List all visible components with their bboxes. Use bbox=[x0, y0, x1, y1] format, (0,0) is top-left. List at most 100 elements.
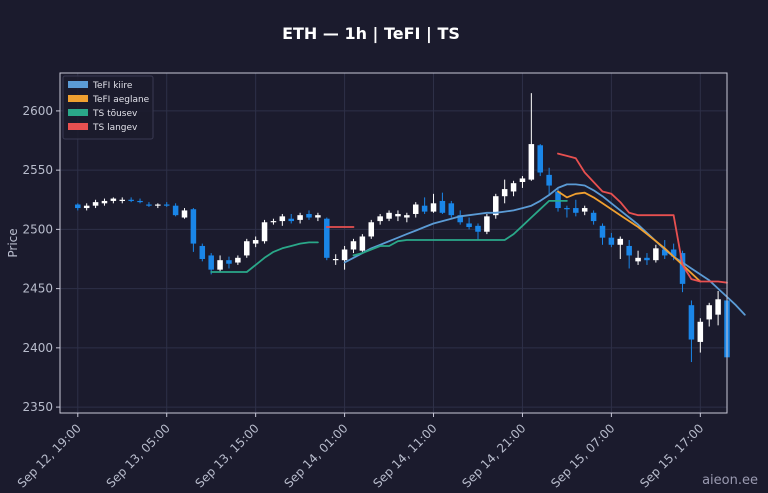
x-axis: Sep 12, 19:00 Sep 13, 05:00 Sep 13, 15:00 S… bbox=[15, 413, 707, 490]
candle-body bbox=[200, 246, 206, 259]
y-axis: 2350 2400 2450 2500 2550 2600 bbox=[22, 104, 60, 414]
candle-body bbox=[653, 248, 659, 260]
candle-body bbox=[529, 144, 535, 180]
chart-title: ETH — 1h | TeFI | TS bbox=[282, 24, 460, 44]
candle-body bbox=[377, 216, 383, 221]
candle-body bbox=[511, 183, 517, 191]
candle-body bbox=[395, 214, 401, 216]
candle-body bbox=[84, 206, 90, 208]
x-tick-label: Sep 13, 05:00 bbox=[104, 421, 173, 490]
candle-body bbox=[351, 241, 357, 249]
candle-body bbox=[644, 258, 650, 260]
candle-body bbox=[715, 299, 721, 314]
candle-body bbox=[475, 226, 481, 232]
line-ts-t-usev bbox=[211, 242, 318, 272]
candle-body bbox=[75, 204, 81, 208]
candle-body bbox=[360, 236, 366, 250]
candle-body bbox=[520, 178, 526, 182]
candle-body bbox=[128, 200, 134, 201]
candle-body bbox=[413, 204, 419, 213]
candle-body bbox=[386, 213, 392, 219]
candle-body bbox=[146, 204, 152, 205]
candle-body bbox=[609, 238, 615, 245]
candle-body bbox=[191, 209, 197, 243]
candle-body bbox=[582, 208, 588, 212]
candle-body bbox=[698, 322, 704, 342]
y-tick-label: 2450 bbox=[22, 282, 53, 296]
candle-body bbox=[315, 215, 321, 217]
y-tick-label: 2600 bbox=[22, 104, 53, 118]
candle-body bbox=[226, 260, 232, 264]
legend-label: TS langev bbox=[92, 123, 138, 133]
candle-body bbox=[262, 222, 268, 241]
candle-body bbox=[466, 223, 472, 227]
x-tick-label: Sep 14, 11:00 bbox=[370, 421, 439, 490]
candle-body bbox=[173, 206, 179, 215]
candle-body bbox=[404, 215, 410, 217]
candle-body bbox=[502, 189, 508, 196]
candle-body bbox=[288, 219, 294, 221]
legend-swatch bbox=[68, 81, 88, 88]
candle-body bbox=[102, 201, 108, 203]
watermark: aieon.ee bbox=[702, 473, 758, 488]
candle-body bbox=[600, 226, 606, 238]
candle-body bbox=[253, 240, 259, 244]
x-tick-label: Sep 15, 07:00 bbox=[548, 421, 617, 490]
legend-label: TS tõusev bbox=[92, 109, 138, 119]
candle-body bbox=[449, 203, 455, 215]
candle-body bbox=[235, 258, 241, 263]
candle-body bbox=[564, 208, 570, 209]
candle-body bbox=[546, 175, 552, 186]
y-tick-label: 2550 bbox=[22, 163, 53, 177]
y-tick-label: 2500 bbox=[22, 222, 53, 236]
x-tick-label: Sep 15, 17:00 bbox=[637, 421, 706, 490]
candle-body bbox=[440, 201, 446, 213]
candle-body bbox=[244, 241, 250, 255]
x-tick-label: Sep 14, 01:00 bbox=[281, 421, 350, 490]
candle-body bbox=[689, 305, 695, 339]
candle-body bbox=[555, 191, 561, 208]
legend-swatch bbox=[68, 123, 88, 130]
candle-body bbox=[369, 222, 375, 236]
y-tick-label: 2350 bbox=[22, 400, 53, 414]
candle-body bbox=[635, 258, 641, 262]
candle-body bbox=[342, 250, 348, 261]
line-ts-langev bbox=[558, 154, 727, 283]
candle-body bbox=[111, 199, 117, 201]
candles bbox=[75, 93, 730, 397]
candle-body bbox=[182, 210, 188, 217]
candle-body bbox=[591, 213, 597, 221]
candle-body bbox=[626, 246, 632, 255]
y-tick-label: 2400 bbox=[22, 341, 53, 355]
candle-body bbox=[573, 208, 579, 213]
x-tick-label: Sep 14, 21:00 bbox=[459, 421, 528, 490]
candle-body bbox=[119, 200, 125, 201]
candle-body bbox=[618, 239, 624, 245]
candle-body bbox=[422, 206, 428, 212]
legend-label: TeFI aeglane bbox=[92, 95, 150, 105]
candle-body bbox=[706, 305, 712, 319]
candle-body bbox=[297, 215, 303, 220]
x-tick-label: Sep 12, 19:00 bbox=[15, 421, 84, 490]
candle-body bbox=[155, 204, 161, 205]
legend-swatch bbox=[68, 109, 88, 116]
candle-body bbox=[217, 260, 223, 269]
line-ts-t-usev bbox=[354, 201, 567, 256]
candle-body bbox=[93, 202, 99, 206]
candle-body bbox=[333, 259, 339, 260]
candle-body bbox=[431, 203, 437, 211]
candle-body bbox=[208, 255, 214, 269]
candle-body bbox=[280, 216, 286, 221]
legend-swatch bbox=[68, 95, 88, 102]
candle-body bbox=[137, 201, 143, 202]
candle-body bbox=[484, 216, 490, 231]
candle-body bbox=[324, 219, 330, 258]
candle-body bbox=[537, 145, 543, 172]
legend: TeFI kiire TeFI aeglane TS tõusev TS langev bbox=[63, 76, 153, 139]
candle-body bbox=[306, 214, 312, 218]
legend-label: TeFI kiire bbox=[92, 81, 133, 91]
candle-body bbox=[164, 204, 170, 205]
x-tick-label: Sep 13, 15:00 bbox=[193, 421, 262, 490]
y-axis-label: Price bbox=[6, 228, 20, 257]
